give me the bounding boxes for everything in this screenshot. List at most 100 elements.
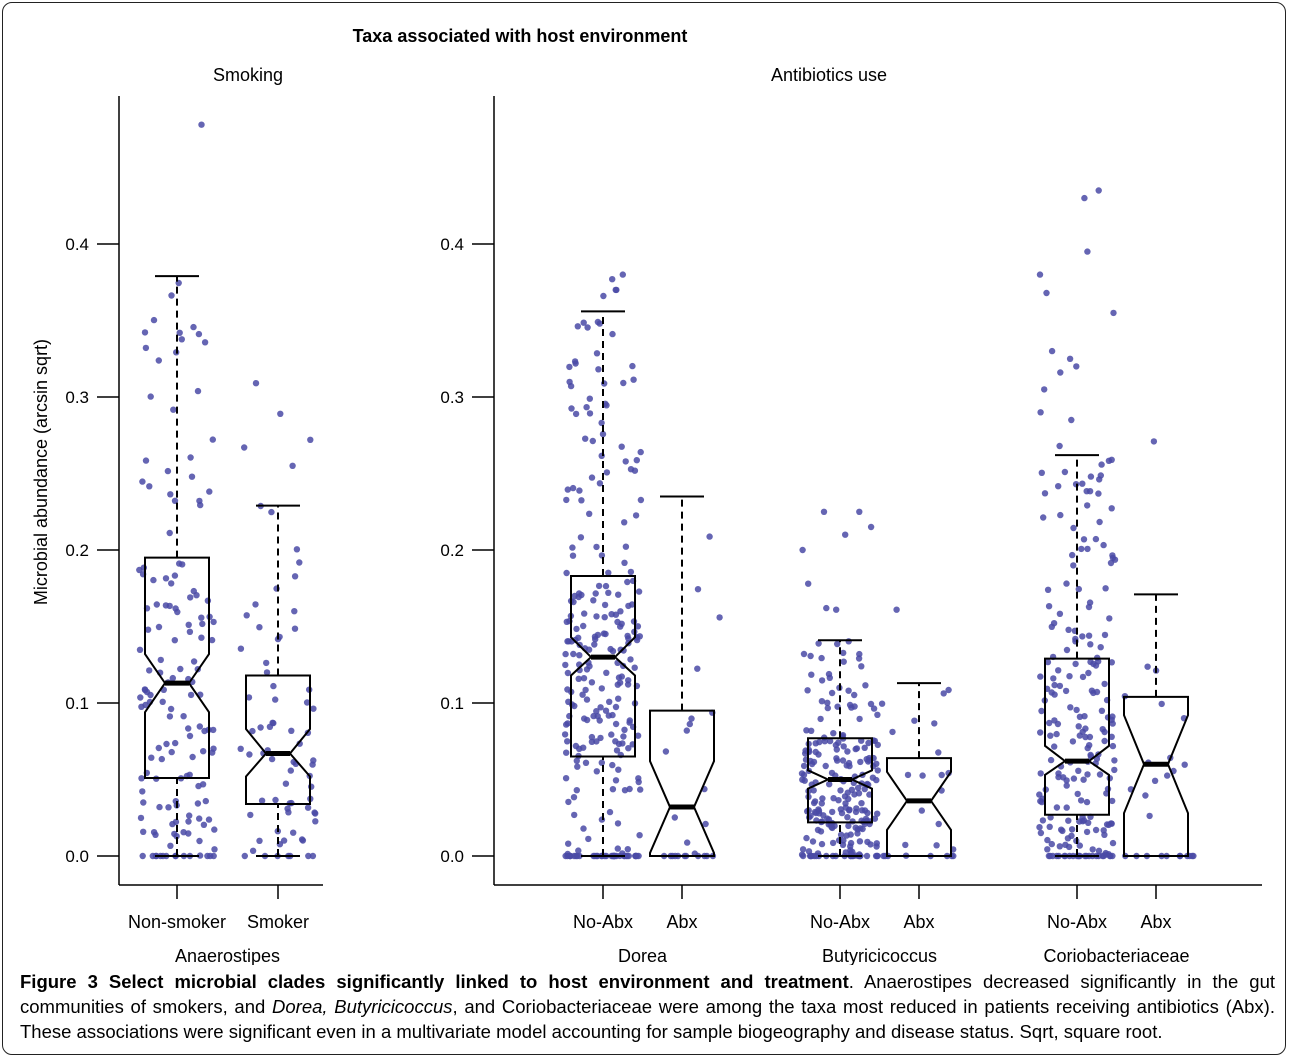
data-point [858, 663, 865, 670]
data-point [624, 846, 631, 853]
data-point [1074, 790, 1081, 798]
data-point [208, 636, 216, 644]
data-point [1111, 757, 1118, 764]
data-point [136, 646, 144, 653]
data-point [810, 799, 818, 807]
data-point [237, 745, 244, 752]
data-point [1066, 355, 1074, 362]
data-point [624, 632, 631, 640]
data-point [633, 457, 640, 464]
data-point [241, 444, 248, 451]
data-point [593, 708, 600, 715]
data-point [594, 713, 601, 720]
data-point [612, 738, 619, 745]
data-point [1073, 706, 1080, 714]
data-point [828, 689, 836, 697]
data-point [573, 625, 580, 633]
data-point [837, 806, 844, 813]
data-point [1065, 626, 1072, 633]
data-point [277, 410, 284, 417]
data-point [829, 824, 836, 832]
data-point [198, 614, 205, 621]
data-point [146, 483, 153, 490]
data-point [612, 703, 620, 711]
data-point [1082, 733, 1089, 741]
data-point [1087, 641, 1094, 648]
data-point [1075, 723, 1082, 730]
data-point [188, 473, 196, 480]
data-point [861, 785, 868, 793]
data-point [1082, 725, 1089, 732]
data-point [1068, 832, 1075, 839]
data-point [1151, 777, 1159, 784]
data-point [830, 795, 837, 802]
data-point [140, 828, 147, 835]
data-point [1098, 707, 1106, 714]
data-point [804, 687, 811, 694]
data-point [575, 847, 582, 854]
data-point [288, 727, 295, 734]
data-point [843, 762, 850, 769]
notched-box [886, 757, 952, 857]
data-point [1111, 766, 1118, 774]
notched-box [1044, 657, 1110, 816]
data-point [1092, 535, 1100, 543]
data-point [565, 798, 572, 806]
data-point [185, 830, 192, 837]
data-point [311, 809, 318, 816]
data-point [571, 811, 578, 819]
data-point [873, 776, 880, 784]
data-point [307, 436, 314, 443]
data-point [197, 501, 204, 509]
data-point [172, 739, 179, 747]
data-point [1070, 562, 1077, 569]
data-point [1072, 660, 1079, 668]
data-point [1068, 826, 1076, 833]
data-point [1046, 719, 1053, 727]
data-point [564, 669, 572, 677]
data-point [1073, 363, 1080, 370]
data-point [815, 806, 822, 813]
data-point [185, 818, 192, 825]
data-point [170, 406, 177, 413]
data-point [840, 649, 847, 657]
data-point [579, 691, 586, 698]
data-point [569, 484, 577, 492]
data-point [1048, 840, 1056, 848]
y-axis-label: Microbial abundance (arcsin sqrt) [31, 339, 51, 605]
data-point [163, 740, 170, 748]
data-point [257, 724, 264, 731]
data-point [1053, 804, 1061, 811]
data-point [171, 830, 178, 838]
data-point [889, 728, 896, 736]
caption-text-2: , and Coriobacteriaceae were among the t… [20, 996, 1275, 1042]
data-point [619, 271, 626, 278]
data-point [852, 824, 859, 831]
data-point [211, 846, 218, 853]
data-point [621, 519, 628, 526]
data-point [1056, 682, 1064, 690]
data-point [702, 820, 709, 828]
data-point [1109, 839, 1117, 847]
data-point [1063, 646, 1071, 654]
data-point [243, 612, 250, 619]
data-point [272, 696, 279, 703]
data-point [578, 497, 585, 504]
data-point [146, 667, 153, 674]
data-point [799, 546, 806, 554]
data-point [824, 704, 831, 712]
data-point [186, 812, 193, 819]
data-point [1037, 770, 1044, 777]
data-point [1086, 599, 1094, 606]
data-point [563, 569, 570, 577]
data-point [818, 654, 825, 662]
data-point [561, 731, 569, 738]
x-tick-label: No-Abx [573, 912, 633, 932]
data-point [573, 787, 580, 794]
data-point [818, 677, 826, 684]
data-point [847, 850, 855, 857]
data-point [200, 748, 207, 755]
data-point [201, 339, 209, 346]
data-point [596, 480, 604, 487]
data-point [805, 748, 813, 756]
